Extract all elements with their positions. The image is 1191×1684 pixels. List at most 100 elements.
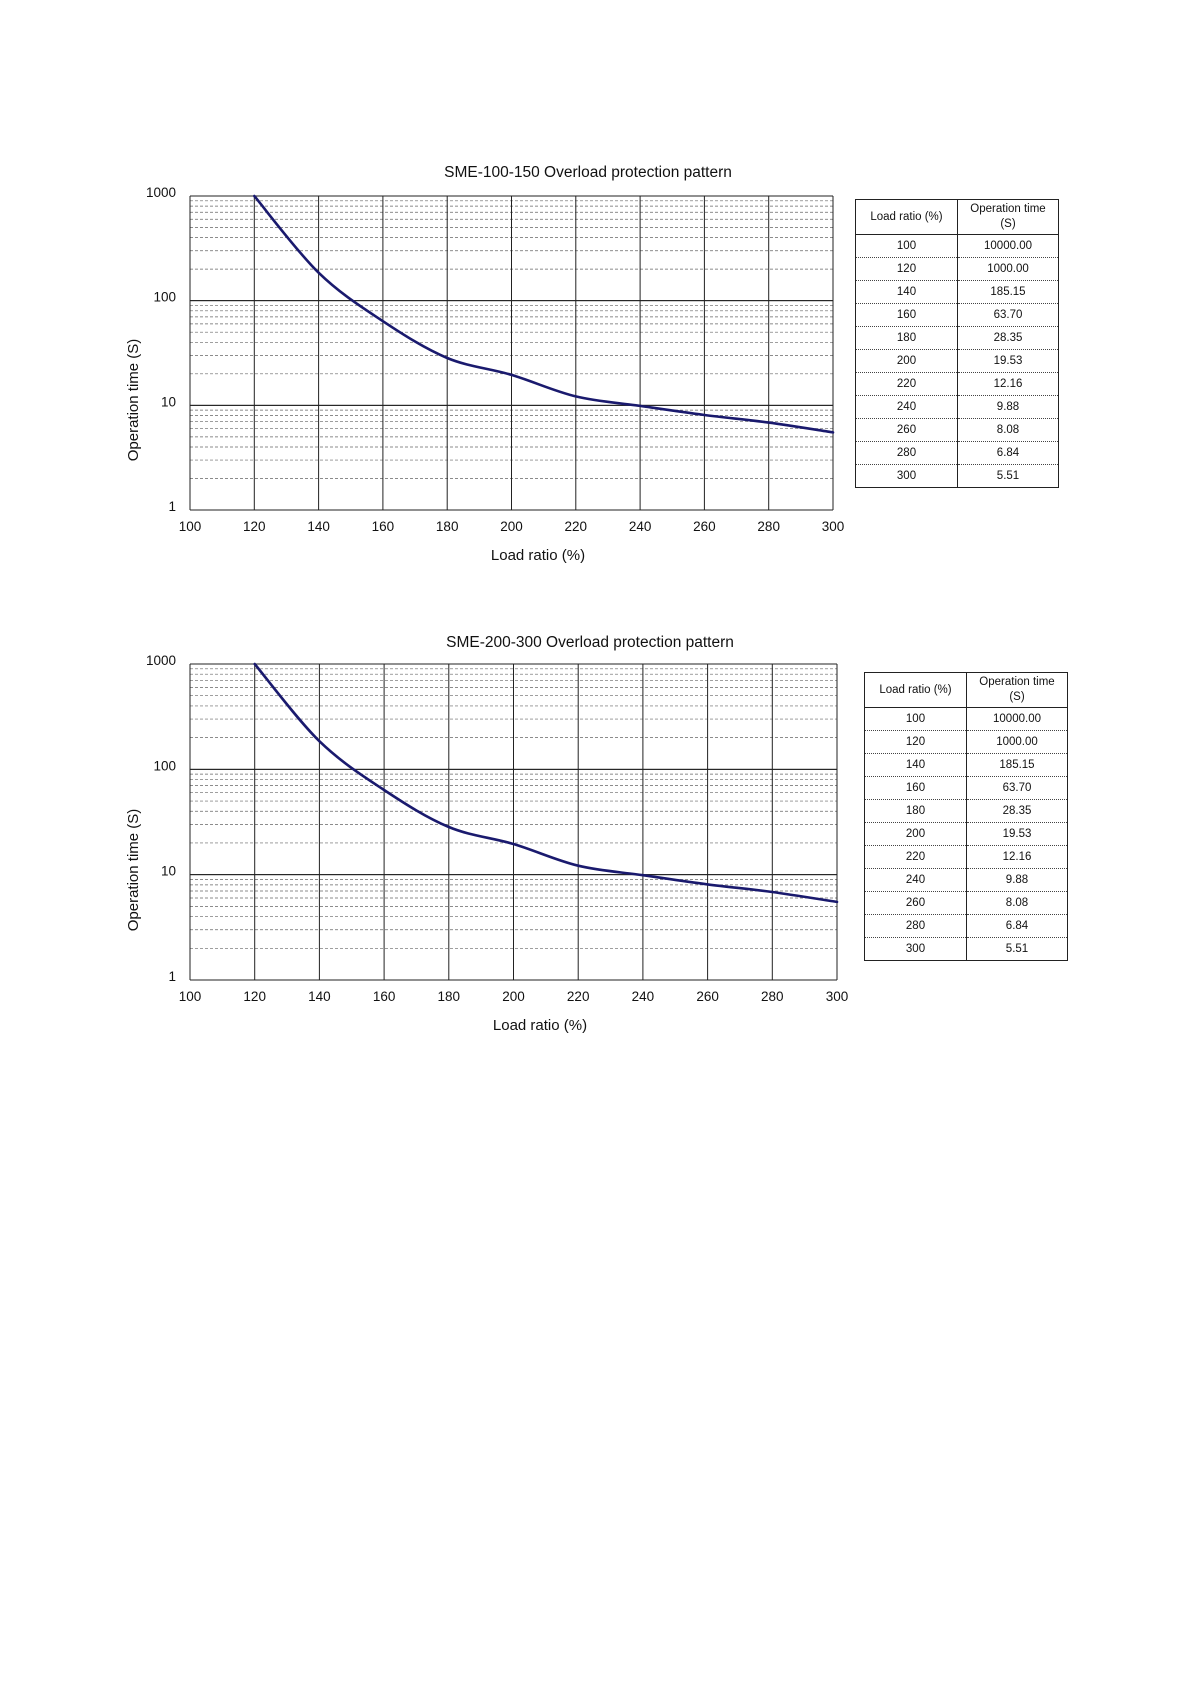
- cell-operation-time: 1000.00: [966, 730, 1068, 754]
- cell-operation-time: 5.51: [1005, 943, 1029, 955]
- x-tick-label: 260: [696, 989, 719, 1004]
- data-point: [642, 874, 644, 877]
- cell-load-ratio: 240: [855, 395, 958, 419]
- table-row: 160 63.70: [864, 776, 1068, 800]
- x-tick-label: 120: [243, 989, 266, 1004]
- table-row: 300 5.51: [855, 464, 1059, 488]
- table-row: 100 10000.00: [855, 234, 1059, 258]
- y-tick-label: 100: [153, 758, 176, 773]
- y-tick-label: 10: [161, 864, 176, 879]
- data-point: [767, 421, 770, 424]
- data-point: [318, 740, 321, 742]
- x-tick-label: 200: [502, 989, 525, 1004]
- table-row: 220 12.16: [855, 372, 1059, 396]
- data-point: [577, 864, 579, 867]
- cell-operation-time: 28.35: [966, 799, 1068, 823]
- chart-sme-200-300: 100 120 140 160 180 200 220 240 260 280 300 1 10 100 1…: [0, 620, 1191, 1050]
- cell-load-ratio: 200: [855, 349, 958, 373]
- cell-load-ratio: 120: [855, 257, 958, 281]
- data-point: [510, 374, 513, 376]
- x-tick-label: 180: [438, 989, 461, 1004]
- table-row: 140 185.15: [864, 753, 1068, 777]
- line-chart: 100 120 140 160 180 200 220 240 260 280 300 1 10 100 1…: [125, 164, 845, 564]
- y-axis-label: Operation time (S): [125, 339, 142, 462]
- x-tick-label: 180: [436, 519, 459, 534]
- data-point: [253, 195, 256, 197]
- x-tick-label: 100: [179, 989, 202, 1004]
- x-tick-label: 260: [693, 519, 716, 534]
- x-tick-label: 160: [373, 989, 396, 1004]
- cell-load-ratio: 260: [864, 891, 967, 915]
- cell-load-ratio: 300: [864, 937, 967, 961]
- cell-operation-time: 19.53: [966, 822, 1068, 846]
- cell-operation-time: 63.70: [957, 303, 1059, 327]
- table-row: 180 28.35: [864, 799, 1068, 823]
- column-header-load-ratio: Load ratio (%): [855, 199, 958, 235]
- cell-operation-time: 12.16: [966, 845, 1068, 869]
- cell-operation-time: 185.15: [966, 753, 1068, 777]
- table-row: 220 12.16: [864, 845, 1068, 869]
- data-point: [448, 826, 450, 828]
- data-point: [575, 395, 577, 398]
- data-point: [253, 663, 256, 665]
- cell-operation-time: 63.70: [966, 776, 1068, 800]
- cell-load-ratio: 300: [855, 464, 958, 488]
- data-point: [382, 320, 384, 322]
- table-row: 260 8.08: [864, 891, 1068, 915]
- cell-load-ratio: 160: [855, 303, 958, 327]
- y-tick-label: 1000: [146, 653, 176, 668]
- cell-load-ratio: 280: [855, 441, 958, 465]
- column-header-operation-time: Operation time (S): [966, 672, 1068, 708]
- x-tick-label: 280: [757, 519, 780, 534]
- cell-operation-time: 10000.00: [957, 234, 1059, 258]
- data-table: Load ratio (%) Operation time (S) 100 100…: [864, 672, 1068, 961]
- chart-sme-100-150: 100 120 140 160 180 200 220 240 260 280 300 1 10 100 1…: [0, 150, 1191, 580]
- chart-title: SME-200-300 Overload protection pattern: [446, 634, 734, 651]
- cell-load-ratio: 220: [855, 372, 958, 396]
- cell-load-ratio: 120: [864, 730, 967, 754]
- series-line: [253, 194, 835, 434]
- table-row: 260 8.08: [855, 418, 1059, 442]
- y-tick-label: 1: [168, 969, 176, 984]
- cell-operation-time: 1000.00: [957, 257, 1059, 281]
- x-tick-label: 100: [179, 519, 202, 534]
- y-axis-label: Operation time (S): [125, 809, 142, 932]
- cell-load-ratio: 180: [864, 799, 967, 823]
- table-header-row: Load ratio (%) Operation time (S): [855, 199, 1059, 235]
- x-axis-label: Load ratio (%): [491, 547, 585, 564]
- x-tick-label: 280: [761, 989, 784, 1004]
- cell-operation-time: 185.15: [957, 280, 1059, 304]
- cell-operation-time: 28.35: [957, 326, 1059, 350]
- table-row: 280 6.84: [855, 441, 1059, 465]
- x-tick-label: 220: [567, 989, 590, 1004]
- cell-load-ratio: 220: [864, 845, 967, 869]
- table-row: 280 6.84: [864, 914, 1068, 938]
- cell-operation-time: 9.88: [966, 868, 1068, 892]
- x-tick-label: 220: [565, 519, 588, 534]
- table-row: 240 9.88: [864, 868, 1068, 892]
- cell-load-ratio: 240: [864, 868, 967, 892]
- table-row: 200 19.53: [864, 822, 1068, 846]
- data-point: [383, 789, 385, 791]
- x-tick-label: 300: [822, 519, 845, 534]
- data-point: [317, 271, 320, 274]
- line-chart: 100 120 140 160 180 200 220 240 260 280 300 1 10 100 1…: [125, 634, 848, 1034]
- column-header-load-ratio: Load ratio (%): [864, 672, 967, 708]
- data-point: [836, 901, 838, 903]
- y-tick-label: 1: [168, 499, 176, 514]
- y-tick-label: 100: [153, 290, 176, 305]
- cell-load-ratio: 100: [864, 707, 967, 731]
- data-point: [832, 431, 834, 434]
- data-point: [512, 843, 515, 845]
- cell-operation-time: 6.84: [966, 914, 1068, 938]
- cell-load-ratio: 160: [864, 776, 967, 800]
- table-row: 200 19.53: [855, 349, 1059, 373]
- cell-load-ratio: 100: [855, 234, 958, 258]
- data-table: Load ratio (%) Operation time (S) 100 100…: [855, 199, 1059, 488]
- data-point: [771, 891, 774, 893]
- data-point: [639, 405, 641, 407]
- cell-load-ratio: 140: [864, 753, 967, 777]
- table-row: 240 9.88: [855, 395, 1059, 419]
- x-tick-label: 120: [243, 519, 266, 534]
- cell-operation-time: 12.16: [957, 372, 1059, 396]
